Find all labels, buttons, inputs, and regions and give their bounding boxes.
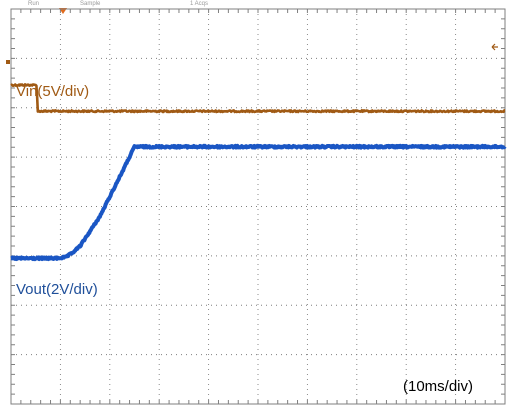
scope-header: Run Sample 1 Acqs <box>28 1 208 7</box>
vin-series-label: Vin(5V/div) <box>16 83 89 100</box>
plot-frame <box>10 8 506 405</box>
graticule <box>11 9 505 404</box>
vout-trace <box>9 143 507 262</box>
header-sample-text: Sample <box>80 1 101 7</box>
header-acqs-text: 1 Acqs <box>190 1 208 7</box>
header-run-text: Run <box>28 1 39 7</box>
time-scale-label: (10ms/div) <box>403 378 473 395</box>
ch1-ground-marker <box>6 60 10 64</box>
traces <box>9 83 507 262</box>
vout-series-label: Vout(2V/div) <box>16 281 98 298</box>
vin-trace <box>10 83 506 114</box>
ch1-level-arrow <box>491 43 498 51</box>
